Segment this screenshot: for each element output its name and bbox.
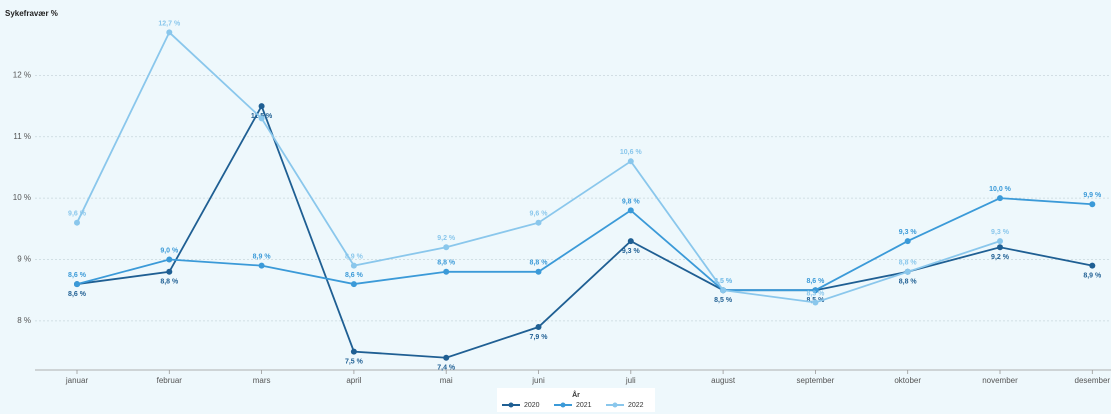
data-label: 8,5 %	[714, 278, 733, 285]
data-label: 9,3 %	[991, 229, 1010, 236]
data-label: 9,2 %	[437, 235, 456, 242]
data-label: 8,6 %	[68, 291, 87, 298]
point	[535, 268, 542, 275]
data-label: 8,3 %	[806, 290, 825, 297]
point	[258, 103, 265, 110]
data-label: 9,6 %	[530, 211, 549, 218]
point	[627, 207, 634, 214]
chart-title: Sykefravær %	[5, 9, 58, 18]
data-label: 7,5 %	[345, 358, 364, 365]
y-tick-label: 8 %	[17, 316, 31, 325]
x-tick-label: februar	[157, 376, 183, 385]
legend-marker	[508, 402, 514, 408]
data-label: 10,6 %	[620, 149, 643, 156]
x-tick-label: mai	[440, 376, 453, 385]
data-label: 8,8 %	[530, 260, 549, 267]
data-label: 8,5 %	[714, 278, 733, 285]
data-label: 8,6 %	[68, 272, 87, 279]
point	[350, 281, 357, 288]
data-label: 9,3 %	[899, 229, 918, 236]
data-label: 10,0 %	[989, 186, 1012, 193]
point	[535, 324, 542, 331]
point	[904, 268, 911, 275]
y-tick-label: 10 %	[13, 193, 31, 202]
point	[812, 299, 819, 306]
x-tick-label: september	[797, 376, 835, 385]
x-tick-label: mars	[253, 376, 271, 385]
legend-title: År	[572, 390, 580, 399]
data-label: 9,8 %	[622, 198, 641, 205]
data-label: 7,4 %	[437, 365, 456, 372]
point	[812, 287, 819, 294]
legend: År 2020 2021 2022	[497, 388, 655, 412]
data-label: 8,9 %	[1083, 272, 1102, 279]
point	[627, 238, 634, 245]
point	[997, 195, 1003, 202]
data-label: 8,8 %	[160, 279, 179, 286]
point	[350, 348, 357, 355]
point	[166, 29, 173, 36]
point	[258, 115, 265, 122]
data-label: 8,6 %	[806, 278, 825, 285]
point	[1089, 201, 1096, 208]
x-tick-label: desember	[1075, 376, 1111, 385]
data-label: 9,3 %	[622, 248, 641, 255]
x-tick-label: juli	[625, 376, 636, 385]
x-tick-label: oktober	[894, 376, 921, 385]
point	[535, 219, 542, 226]
x-tick-label: april	[346, 376, 361, 385]
data-label: 9,9 %	[1083, 192, 1102, 199]
data-label: 9,6 %	[68, 211, 87, 218]
data-label: 12,7 %	[158, 20, 181, 27]
data-label: 7,9 %	[530, 334, 549, 341]
series-line	[76, 197, 1093, 292]
legend-marker	[560, 402, 566, 408]
point	[1089, 262, 1096, 269]
point	[904, 238, 911, 245]
legend-box	[497, 388, 655, 412]
data-label: 8,8 %	[437, 260, 456, 267]
legend-label: 2021	[576, 402, 592, 409]
legend-label: 2022	[628, 402, 644, 409]
data-label: 8,9 %	[253, 253, 272, 260]
point	[74, 281, 80, 288]
x-tick-label: januar	[65, 376, 89, 385]
point	[720, 287, 727, 294]
data-label: 8,8 %	[899, 260, 918, 267]
data-label: 8,8 %	[899, 279, 918, 286]
y-tick-label: 11 %	[13, 132, 31, 141]
point	[997, 238, 1003, 245]
point	[166, 256, 173, 263]
point	[258, 262, 265, 269]
x-tick-label: november	[982, 376, 1018, 385]
y-tick-label: 12 %	[13, 70, 31, 79]
data-label: 8,6 %	[345, 272, 364, 279]
data-label: 9,0 %	[160, 247, 179, 254]
point	[627, 158, 634, 165]
point	[443, 268, 450, 275]
data-label: 8,5 %	[714, 297, 733, 304]
point	[166, 268, 173, 275]
x-tick-label: juni	[531, 376, 545, 385]
data-label: 8,9 %	[345, 253, 364, 260]
point	[443, 354, 450, 361]
point	[350, 262, 357, 269]
x-tick-label: august	[711, 376, 736, 385]
data-label: 9,2 %	[991, 254, 1010, 261]
point	[997, 244, 1003, 251]
series-line	[76, 103, 1093, 359]
point	[74, 219, 80, 226]
y-tick-label: 9 %	[17, 255, 31, 264]
legend-label: 2020	[524, 402, 540, 409]
legend-marker	[612, 402, 618, 408]
point	[443, 244, 450, 251]
